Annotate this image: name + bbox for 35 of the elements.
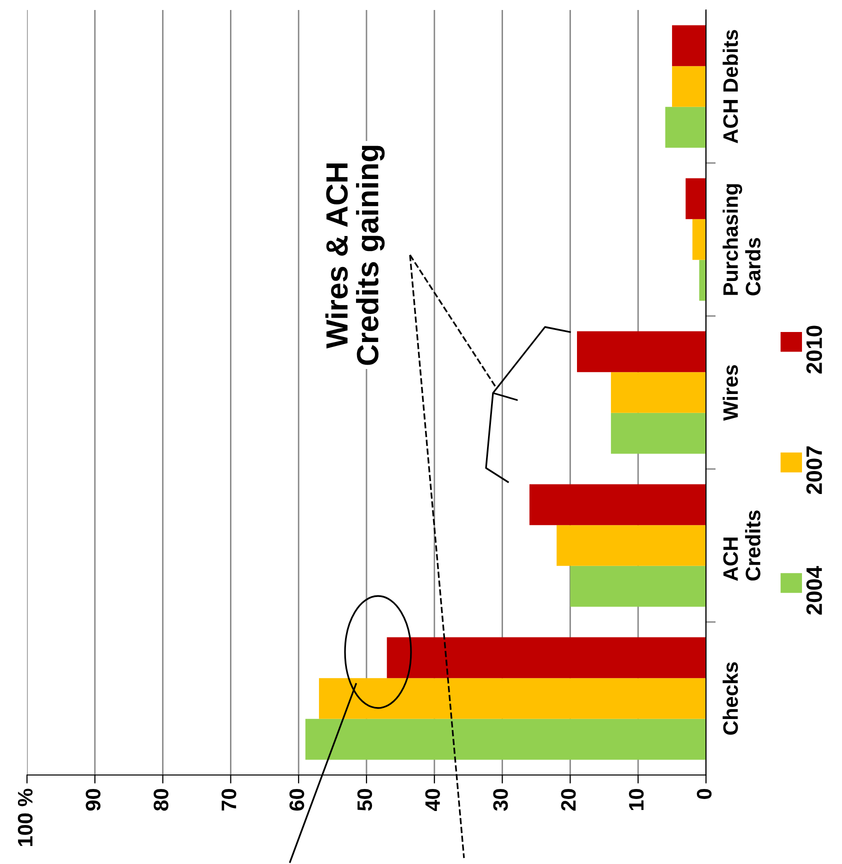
bar [686,178,706,220]
bar [318,678,706,719]
bar [529,484,706,526]
x-tick-label: 60 [289,789,304,811]
bar [576,331,706,372]
bar [672,25,706,66]
bar [610,412,706,454]
annotation: Wires & ACH Credits gaining [325,146,385,365]
x-tick-label: 0 [696,789,712,799]
bar [305,718,706,760]
x-tick-label: 20 [561,789,576,811]
legend-label: 2004 [806,566,822,615]
bar [665,106,706,148]
bar [672,66,706,107]
x-tick-label: 80 [154,789,168,811]
bar [570,566,706,607]
x-tick-label: 30 [493,789,508,811]
y-tick-label: Wires [722,365,738,421]
x-tick-label: 70 [222,789,236,810]
legend-label: 2007 [806,446,822,494]
bar [386,637,706,678]
y-tick-label: ACH Debits [722,30,738,144]
x-tick-label: 50 [357,789,372,811]
x-tick-label: 40 [425,789,440,812]
y-tick-label: Checks [722,662,738,735]
x-tick-label: 100 % [18,788,33,846]
bar [556,525,706,566]
y-tick-label: ACH Credits [723,510,760,581]
y-tick-label: Purchasing Cards [722,184,760,296]
x-tick-label: 90 [86,789,100,811]
bar [692,219,706,260]
x-tick-label: 10 [628,789,644,810]
bar [610,372,706,413]
legend-label: 2010 [806,326,822,374]
bar [699,260,706,301]
